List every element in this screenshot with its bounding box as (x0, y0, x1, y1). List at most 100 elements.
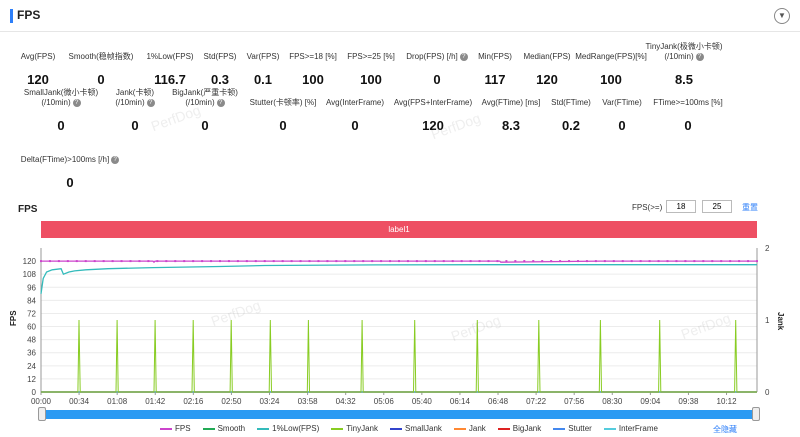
metric-value: 116.7 (154, 72, 186, 87)
series-fps (41, 260, 757, 264)
metric-label: Avg(FPS) (8, 52, 68, 62)
x-tick-label: 00:34 (69, 397, 90, 406)
metric-metrics_row1-1: Smooth(稳帧指数) 0 (66, 52, 136, 92)
label-bar[interactable]: label1 (41, 221, 757, 238)
metric-value: 0 (433, 72, 441, 87)
metric-label-text: FPS>=18 [%] (289, 52, 337, 61)
x-tick-label: 08:30 (602, 397, 623, 406)
metric-label: SmallJank(微小卡顿) (19, 88, 103, 98)
legend-item[interactable]: Smooth (202, 424, 245, 433)
legend-label: Stutter (568, 424, 592, 433)
metric-value: 0 (618, 118, 626, 133)
metric-metrics_row2-1: Jank(卡顿) (/10min)? 0 (93, 88, 177, 133)
metric-metrics_row1-11: TinyJank(极微小卡顿) (/10min)? 8.5 (638, 42, 730, 87)
metric-label-unit: (/10min)? (93, 98, 177, 108)
help-icon[interactable]: ? (146, 98, 155, 107)
fps-marker (594, 260, 597, 263)
help-icon[interactable]: ? (216, 98, 225, 107)
metric-value: 0.3 (210, 72, 230, 87)
y-tick-label: 12 (27, 375, 36, 384)
metric-label: Std(FPS) (197, 52, 243, 62)
metric-label: Avg(FTime) [ms] (469, 98, 553, 108)
fps-marker (729, 260, 732, 263)
legend-item[interactable]: InterFrame (603, 424, 658, 433)
metric-label-text: FTime>=100ms [%] (653, 98, 723, 107)
panel-title: FPS (17, 8, 41, 22)
fps-threshold-input-2[interactable] (702, 200, 732, 213)
metric-metrics_row1-3: Std(FPS) 0.3 (197, 52, 243, 92)
metric-label: Median(FPS) (521, 52, 573, 62)
fps-marker (326, 260, 329, 263)
legend-swatch (160, 427, 172, 430)
metric-metrics_row1-6: FPS>=25 [%] 100 (343, 52, 399, 92)
fps-marker (603, 260, 606, 263)
metric-metrics_row2-3: Stutter(卡顿率) [%] 0 (241, 98, 325, 138)
help-icon[interactable]: ? (459, 52, 468, 61)
help-icon[interactable]: ? (72, 98, 81, 107)
legend-item[interactable]: 1%Low(FPS) (257, 424, 319, 433)
x-tick-label: 05:40 (412, 397, 433, 406)
legend-label: SmallJank (404, 424, 442, 433)
panel-header: FPS ▼ (0, 0, 800, 32)
y2-tick-label: 1 (765, 316, 770, 325)
x-tick-label: 00:00 (31, 397, 52, 406)
help-icon[interactable]: ? (695, 52, 704, 61)
legend-item[interactable]: FPS (160, 424, 191, 433)
header-accent (10, 9, 13, 23)
legend-item[interactable]: TinyJank (331, 424, 378, 433)
legend-item[interactable]: Jank (453, 424, 486, 433)
time-range-scrollbar[interactable] (41, 410, 757, 419)
legend-swatch (389, 427, 402, 430)
fps-marker (738, 260, 741, 263)
legend-item[interactable]: SmallJank (389, 424, 442, 433)
metric-label: TinyJank(极微小卡顿) (638, 42, 730, 52)
legend-swatch (497, 427, 510, 430)
fps-marker (371, 260, 374, 263)
fps-marker (344, 260, 347, 263)
fps-marker (505, 260, 508, 263)
metric-metrics_row2-2: BigJank(严重卡顿) (/10min)? 0 (163, 88, 247, 133)
series-1-low-fps- (40, 264, 757, 294)
fps-marker (639, 260, 642, 263)
metric-metrics_row1-5: FPS>=18 [%] 100 (285, 52, 341, 92)
metric-label-text: Avg(FPS+InterFrame) (393, 98, 473, 107)
metric-value: 100 (360, 72, 382, 87)
metric-label-text: BigJank(严重卡顿) (172, 88, 238, 97)
x-tick-label: 02:50 (221, 397, 242, 406)
metric-label: Avg(InterFrame) (313, 98, 397, 108)
legend-item[interactable]: Stutter (553, 424, 592, 433)
reset-button[interactable]: 重置 (742, 203, 758, 212)
metric-value: 0.2 (561, 118, 581, 133)
fps-marker (102, 260, 105, 263)
metric-metrics_row1-9: Median(FPS) 120 (521, 52, 573, 92)
y-tick-label: 120 (23, 257, 37, 266)
metric-metrics_row2-9: FTime>=100ms [%] 0 (646, 98, 730, 138)
legend-item[interactable]: BigJank (497, 424, 541, 433)
fps-marker (201, 260, 204, 263)
collapse-icon[interactable]: ▼ (774, 8, 790, 24)
metric-label-unit: (/10min)? (19, 98, 103, 108)
metric-value: 0 (351, 118, 359, 133)
metric-label: FTime>=100ms [%] (646, 98, 730, 108)
metric-label: MedRange(FPS)[%] (575, 52, 647, 62)
legend-label: 1%Low(FPS) (272, 424, 320, 433)
scroll-handle-right[interactable] (752, 407, 760, 421)
fps-marker (630, 260, 633, 263)
metric-metrics_row1-7: Drop(FPS) [/h]? 0 (405, 52, 469, 92)
fps-marker (451, 260, 454, 263)
x-tick-label: 07:56 (564, 397, 585, 406)
fps-marker (138, 260, 141, 263)
metric-label: BigJank(严重卡顿) (163, 88, 247, 98)
help-icon[interactable]: ? (111, 155, 120, 164)
x-tick-label: 09:38 (678, 397, 699, 406)
legend-swatch (453, 427, 466, 430)
metric-label-text: Stutter(卡顿率) [%] (249, 98, 317, 107)
scroll-handle-left[interactable] (38, 407, 46, 421)
fps-marker (335, 260, 338, 263)
y-tick-label: 24 (27, 362, 36, 371)
hide-all-button[interactable]: 全隐藏 (713, 425, 737, 434)
metric-value: 0 (57, 118, 65, 133)
metric-metrics_row2-6: Avg(FTime) [ms] 8.3 (469, 98, 553, 138)
fps-threshold-input-1[interactable] (666, 200, 696, 213)
